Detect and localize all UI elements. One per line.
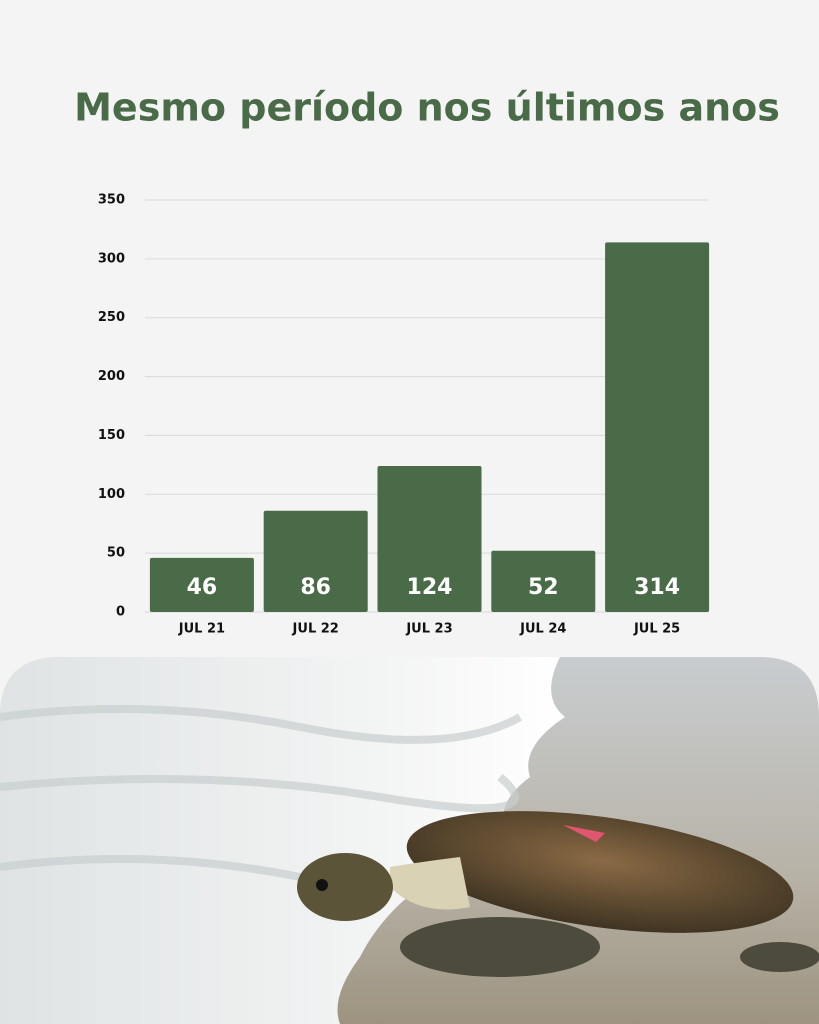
y-tick-label: 300 <box>98 251 125 266</box>
chart-title: Mesmo período nos últimos anos <box>74 86 780 130</box>
value-label: 46 <box>187 575 218 600</box>
bar <box>377 466 482 612</box>
y-tick-label: 200 <box>98 369 125 384</box>
y-tick-label: 100 <box>98 487 125 502</box>
value-label: 124 <box>407 575 453 600</box>
photo <box>0 657 819 1024</box>
value-label: 52 <box>528 575 559 600</box>
x-tick-label: JUL 25 <box>633 622 680 637</box>
chart: Mesmo período nos últimos anos 0 50 100 150… <box>74 86 780 637</box>
x-tick-label: JUL 23 <box>405 622 452 637</box>
bar <box>149 557 254 612</box>
x-tick-label: JUL 21 <box>178 622 225 637</box>
x-tick-label: JUL 22 <box>292 622 339 637</box>
value-label: 86 <box>300 575 331 600</box>
y-tick-label: 250 <box>98 310 125 325</box>
bar <box>491 550 596 612</box>
y-tick-label: 0 <box>116 605 125 620</box>
bar <box>605 242 710 612</box>
y-tick-label: 50 <box>107 546 125 561</box>
bar <box>263 510 368 612</box>
y-tick-label: 350 <box>98 193 125 208</box>
y-tick-label: 150 <box>98 428 125 443</box>
x-tick-label: JUL 24 <box>519 622 566 637</box>
value-label: 314 <box>634 575 680 600</box>
